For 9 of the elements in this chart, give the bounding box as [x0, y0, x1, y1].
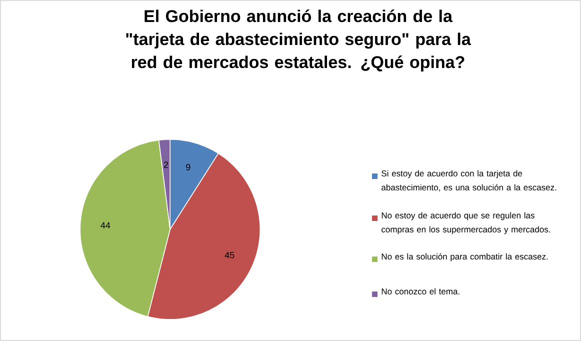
legend-label: Si estoy de acuerdo con la tarjeta de abastecimiento, es una solución a la escasez.: [382, 170, 556, 192]
legend-label: No estoy de acuerdo que se regulen las compras en los supermercados y mercados.: [382, 212, 550, 234]
data-label: 2: [164, 162, 168, 168]
chart-title: El Gobierno anunció la creación de la "tarjeta de abastecimiento seguro" para la red de mercados estatales. ¿Qué opina?: [126, 10, 472, 72]
data-label: 44: [100, 222, 110, 228]
data-label: 45: [224, 252, 234, 258]
data-label: 9: [186, 164, 190, 170]
legend-label: No es la solución para combatir la escasez.: [382, 253, 548, 262]
legend-label: No conozco el tema.: [382, 288, 460, 294]
